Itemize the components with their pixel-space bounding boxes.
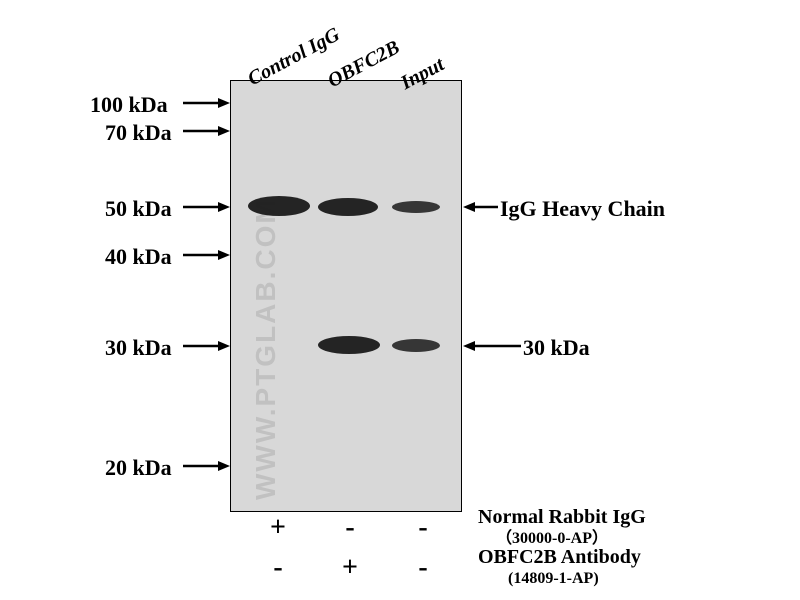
right-label-30kda: 30 kDa — [523, 335, 590, 361]
band-lane1-50kda — [248, 196, 310, 216]
mw-marker-100: 100 kDa — [90, 92, 168, 118]
mw-arrow-50 — [183, 199, 230, 215]
antibody-label-obfc2b-antibody: OBFC2B Antibody (14809-1-AP) — [478, 547, 641, 587]
right-label-igg-hc: IgG Heavy Chain — [500, 196, 665, 222]
watermark-text: WWW.PTGLAB.COM — [250, 198, 282, 500]
mw-label: 40 kDa — [105, 244, 172, 269]
right-arrow-igg-hc — [463, 199, 498, 215]
mw-marker-20: 20 kDa — [105, 455, 172, 481]
symbol-row1-lane3: - — [408, 512, 438, 544]
mw-marker-50: 50 kDa — [105, 196, 172, 222]
band-lane3-50kda — [392, 201, 440, 213]
mw-arrow-100 — [183, 95, 230, 111]
mw-arrow-30 — [183, 338, 230, 354]
antibody-code: (14809-1-AP) — [508, 570, 599, 587]
mw-marker-70: 70 kDa — [105, 120, 172, 146]
mw-arrow-20 — [183, 458, 230, 474]
symbol-row2-lane2: + — [335, 552, 365, 584]
blot-figure: WWW.PTGLAB.COM Control IgG OBFC2B Input … — [0, 0, 800, 600]
symbol-row1-lane2: - — [335, 512, 365, 544]
antibody-name: Normal Rabbit IgG — [478, 506, 646, 528]
antibody-label-normal-rabbit-igg: Normal Rabbit IgG （30000-0-AP） — [478, 507, 646, 547]
mw-label: 70 kDa — [105, 120, 172, 145]
band-lane3-30kda — [392, 339, 440, 352]
right-arrow-30kda — [463, 338, 521, 354]
mw-marker-40: 40 kDa — [105, 244, 172, 270]
band-lane2-50kda — [318, 198, 378, 216]
mw-label: 20 kDa — [105, 455, 172, 480]
mw-label: 30 kDa — [105, 335, 172, 360]
symbol-row2-lane3: - — [408, 552, 438, 584]
band-lane2-30kda — [318, 336, 380, 354]
mw-label: 50 kDa — [105, 196, 172, 221]
symbol-row1-lane1: + — [263, 512, 293, 544]
antibody-code: （30000-0-AP） — [496, 530, 608, 547]
symbol-row2-lane1: - — [263, 552, 293, 584]
mw-marker-30: 30 kDa — [105, 335, 172, 361]
antibody-name: OBFC2B Antibody — [478, 546, 641, 568]
mw-label: 100 kDa — [90, 92, 168, 117]
mw-arrow-70 — [183, 123, 230, 139]
mw-arrow-40 — [183, 247, 230, 263]
